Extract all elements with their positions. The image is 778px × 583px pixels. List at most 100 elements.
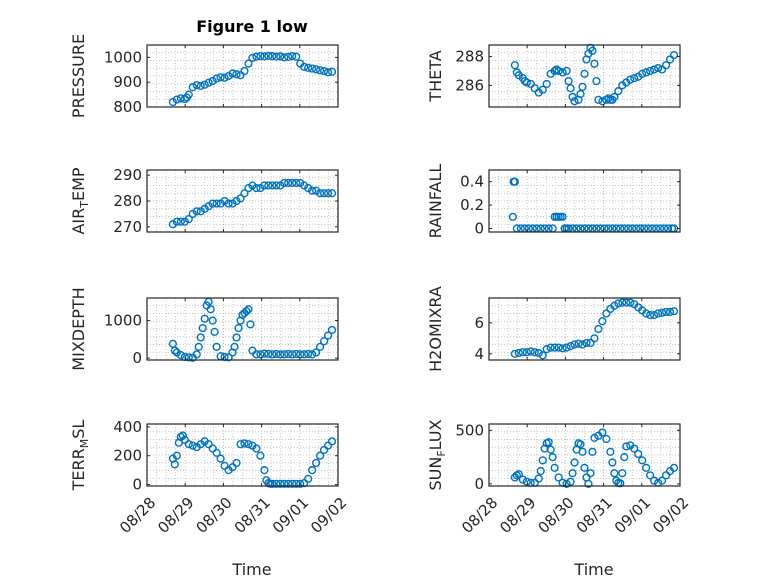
data-point (176, 94, 185, 103)
data-point (642, 463, 651, 472)
y-tick-label: 400 (113, 418, 142, 436)
axes-box (488, 297, 681, 361)
data-point (550, 343, 559, 352)
data-point (200, 80, 209, 89)
axes-box (146, 423, 339, 487)
data-point (188, 441, 197, 450)
data-point (288, 350, 297, 359)
data-point (546, 445, 555, 454)
y-axis-label: THETA (426, 50, 445, 102)
data-point (268, 52, 277, 61)
data-point (292, 349, 301, 359)
data-point (327, 437, 337, 446)
data-point (264, 349, 273, 359)
data-point (508, 212, 517, 221)
data-point (244, 59, 253, 68)
data-point (592, 76, 601, 86)
y-tick-label: 500 (455, 421, 484, 439)
y-tick-label: 0.2 (460, 196, 484, 214)
data-point (650, 65, 659, 74)
y-tick-label: 280 (113, 192, 142, 210)
data-point (634, 449, 643, 459)
data-point (276, 479, 285, 488)
data-point (588, 447, 597, 456)
data-point (548, 453, 557, 462)
data-point (536, 466, 545, 476)
data-point (654, 63, 663, 73)
y-tick-label: 286 (455, 76, 484, 94)
data-point (518, 348, 527, 357)
axes-box (488, 169, 681, 233)
data-point (304, 474, 313, 483)
y-axis-label: RAINFALL (426, 164, 445, 239)
data-point (319, 337, 329, 346)
data-point (550, 463, 559, 472)
data-point (210, 327, 219, 336)
axes-box (488, 44, 681, 108)
data-point (184, 440, 193, 449)
data-point (212, 74, 221, 83)
data-point (616, 479, 625, 488)
x-axis-label-right: Time (573, 560, 613, 579)
data-point (327, 67, 337, 76)
data-point (292, 178, 301, 188)
data-point (582, 338, 591, 348)
data-point (170, 460, 179, 469)
data-point (657, 308, 667, 317)
data-point (224, 353, 233, 362)
data-point (172, 95, 181, 104)
data-point (661, 307, 671, 317)
data-point (576, 440, 585, 449)
y-tick-label: 4 (474, 345, 484, 363)
y-tick-label: 6 (474, 314, 484, 332)
data-point (315, 451, 325, 460)
data-point (208, 316, 217, 325)
data-point (669, 50, 679, 60)
data-point (224, 199, 233, 208)
data-point (172, 451, 181, 460)
data-point (172, 217, 181, 226)
data-point (534, 474, 543, 483)
data-point (602, 309, 611, 318)
data-point (522, 348, 531, 357)
data-point (252, 444, 261, 453)
data-point (315, 342, 325, 351)
data-point (570, 340, 579, 349)
data-point (284, 178, 293, 188)
data-point (558, 212, 567, 221)
data-point (268, 181, 277, 190)
y-tick-label: 0 (132, 349, 142, 367)
data-point (184, 214, 193, 224)
data-point (260, 349, 269, 358)
data-point (578, 340, 587, 349)
data-point (626, 298, 635, 307)
data-point (610, 469, 619, 478)
data-point (584, 479, 593, 488)
data-point (566, 341, 575, 351)
data-point (510, 61, 519, 70)
data-point (602, 434, 611, 444)
data-point (308, 186, 317, 195)
y-axis-label: SUNFLUX (426, 419, 448, 490)
data-point (296, 479, 305, 488)
y-axis-label: MIXDEPTH (69, 287, 88, 370)
y-tick-label: 800 (113, 98, 142, 116)
data-point (622, 442, 631, 451)
data-point (574, 339, 583, 348)
data-point (554, 66, 563, 76)
data-point (618, 298, 627, 307)
data-point (630, 444, 639, 453)
data-point (304, 349, 313, 359)
data-point (323, 68, 333, 77)
y-tick-label: 0 (474, 475, 484, 493)
data-point (580, 463, 589, 472)
data-point (518, 475, 527, 484)
data-point (606, 447, 615, 456)
data-point (276, 52, 285, 61)
data-point (510, 349, 519, 358)
data-point (284, 349, 293, 359)
data-point (192, 350, 201, 359)
y-tick-label: 288 (455, 48, 484, 66)
data-point (188, 83, 197, 92)
data-point (576, 89, 585, 99)
